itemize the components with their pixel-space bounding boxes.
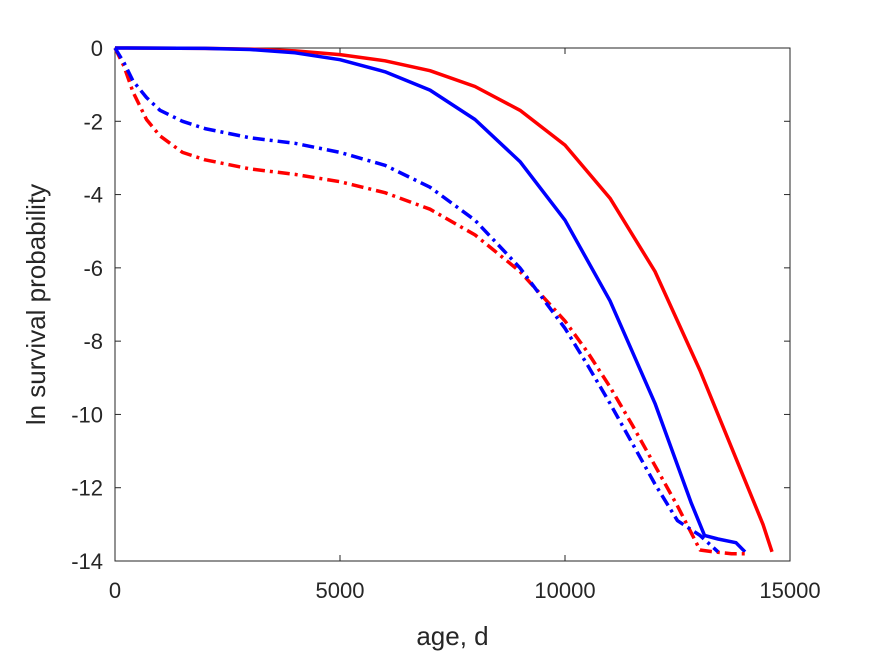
x-tick-label: 5000	[316, 578, 365, 603]
y-tick-label: -6	[83, 256, 103, 281]
series-layer	[113, 46, 774, 556]
plot-frame	[114, 47, 791, 562]
y-tick-label: -4	[83, 183, 103, 208]
y-tick-label: -8	[83, 329, 103, 354]
y-tick-label: 0	[91, 36, 103, 61]
y-tick-label: -12	[71, 476, 103, 501]
y-axis-label: ln survival probability	[21, 184, 51, 425]
y-tick-label: -14	[71, 549, 103, 574]
x-tick-label: 0	[109, 578, 121, 603]
series-line-1	[114, 46, 774, 553]
y-tick-label: -2	[83, 109, 103, 134]
series-line-2	[114, 46, 747, 554]
x-axis: 0 5000 10000 15000	[109, 48, 821, 603]
x-axis-label: age, d	[416, 621, 488, 651]
series-line-3	[113, 47, 745, 556]
series-line-4	[113, 47, 720, 554]
y-axis: 0 -2 -4 -6 -8 -10 -12 -14	[71, 36, 790, 574]
y-tick-label: -10	[71, 402, 103, 427]
x-tick-label: 10000	[534, 578, 595, 603]
x-tick-label: 15000	[759, 578, 820, 603]
